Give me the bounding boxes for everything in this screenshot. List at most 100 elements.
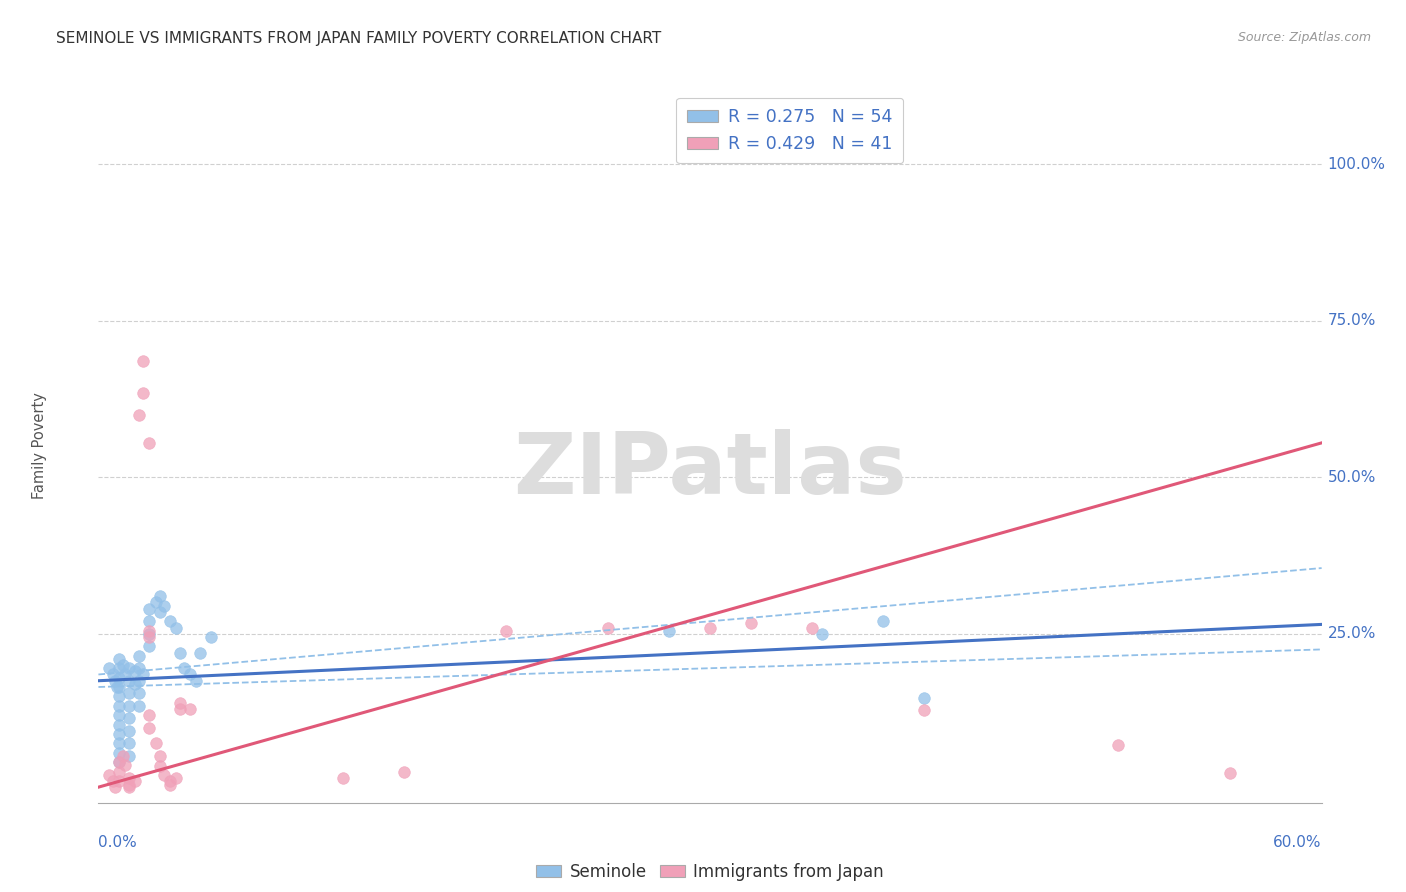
Text: ZIPatlas: ZIPatlas (513, 429, 907, 513)
Point (111, 658, 134, 673)
Point (912, 690, 935, 705)
Point (149, 759, 172, 773)
Point (118, 723, 141, 738)
Point (912, 703, 935, 717)
Point (124, 665, 146, 679)
Point (101, 667, 124, 681)
Point (149, 589, 172, 603)
Point (97, 767, 120, 781)
Point (598, 621, 620, 635)
Point (152, 767, 174, 781)
Point (138, 630, 160, 644)
Point (699, 621, 721, 635)
Point (159, 778, 181, 792)
Point (188, 646, 212, 660)
Point (118, 748, 141, 763)
Point (145, 595, 167, 609)
Point (801, 621, 824, 635)
Point (169, 696, 191, 710)
Point (108, 661, 131, 675)
Point (128, 408, 150, 422)
Point (186, 673, 208, 688)
Point (132, 354, 155, 368)
Point (173, 661, 195, 675)
Point (118, 780, 141, 794)
Point (138, 640, 160, 654)
Point (108, 727, 131, 741)
Point (108, 736, 131, 750)
Point (128, 661, 150, 675)
Text: Source: ZipAtlas.com: Source: ZipAtlas.com (1237, 31, 1371, 45)
Point (108, 698, 131, 713)
Point (138, 708, 160, 723)
Point (138, 721, 160, 735)
Text: 75.0%: 75.0% (1327, 313, 1376, 328)
Point (108, 746, 131, 760)
Point (179, 667, 201, 681)
Point (111, 748, 134, 763)
Point (105, 680, 128, 694)
Point (101, 773, 124, 788)
Point (108, 690, 131, 704)
Point (138, 627, 160, 641)
Point (200, 630, 222, 644)
Point (138, 624, 160, 638)
Point (132, 667, 155, 681)
Point (740, 615, 762, 630)
Point (149, 605, 172, 619)
Point (108, 708, 131, 723)
Point (104, 673, 127, 688)
Point (165, 771, 187, 785)
Point (118, 711, 141, 725)
Point (128, 648, 150, 663)
Point (128, 673, 150, 688)
Text: SEMINOLE VS IMMIGRANTS FROM JAPAN FAMILY POVERTY CORRELATION CHART: SEMINOLE VS IMMIGRANTS FROM JAPAN FAMILY… (56, 31, 661, 46)
Point (152, 599, 174, 613)
Point (658, 624, 681, 638)
Text: 0.0%: 0.0% (98, 836, 138, 850)
Point (872, 614, 894, 628)
Text: 60.0%: 60.0% (1274, 836, 1322, 850)
Point (118, 661, 141, 675)
Point (108, 755, 131, 769)
Point (179, 702, 201, 716)
Point (159, 773, 181, 788)
Point (124, 773, 146, 788)
Point (495, 624, 517, 638)
Point (128, 686, 150, 700)
Point (108, 717, 131, 731)
Point (169, 646, 191, 660)
Point (108, 652, 131, 666)
Point (118, 686, 141, 700)
Point (332, 771, 354, 785)
Point (118, 673, 141, 688)
Point (138, 601, 160, 615)
Text: 50.0%: 50.0% (1327, 470, 1376, 484)
Point (114, 758, 136, 772)
Point (97, 661, 120, 675)
Point (138, 614, 160, 628)
Point (108, 773, 131, 788)
Point (118, 698, 141, 713)
Point (108, 671, 131, 685)
Point (1107, 738, 1129, 752)
Point (124, 677, 146, 691)
Point (118, 736, 141, 750)
Point (811, 627, 834, 641)
Point (108, 755, 131, 769)
Point (145, 736, 167, 750)
Point (118, 771, 141, 785)
Point (114, 667, 136, 681)
Text: 25.0%: 25.0% (1327, 626, 1376, 641)
Text: 100.0%: 100.0% (1327, 157, 1386, 172)
Point (128, 698, 150, 713)
Point (118, 778, 141, 792)
Point (104, 780, 127, 794)
Text: Family Poverty: Family Poverty (32, 392, 48, 500)
Point (132, 385, 155, 400)
Point (165, 621, 187, 635)
Point (149, 748, 172, 763)
Legend: Seminole, Immigrants from Japan: Seminole, Immigrants from Japan (530, 856, 890, 888)
Point (138, 435, 160, 450)
Point (392, 764, 416, 779)
